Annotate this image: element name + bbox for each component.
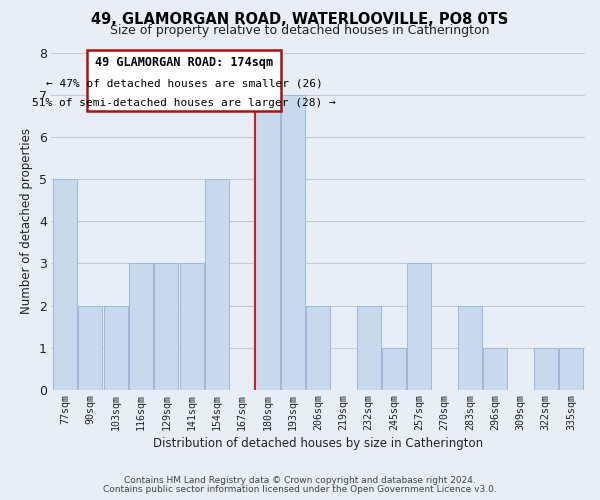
Bar bbox=[104, 306, 128, 390]
Bar bbox=[407, 264, 431, 390]
FancyBboxPatch shape bbox=[86, 50, 281, 110]
Bar bbox=[356, 306, 381, 390]
Text: Contains HM Land Registry data © Crown copyright and database right 2024.: Contains HM Land Registry data © Crown c… bbox=[124, 476, 476, 485]
Text: Size of property relative to detached houses in Catherington: Size of property relative to detached ho… bbox=[110, 24, 490, 37]
Bar bbox=[382, 348, 406, 390]
Text: 51% of semi-detached houses are larger (28) →: 51% of semi-detached houses are larger (… bbox=[32, 98, 336, 108]
Bar bbox=[458, 306, 482, 390]
X-axis label: Distribution of detached houses by size in Catherington: Distribution of detached houses by size … bbox=[153, 437, 483, 450]
Bar bbox=[179, 264, 203, 390]
Bar bbox=[205, 179, 229, 390]
Bar bbox=[534, 348, 558, 390]
Bar bbox=[154, 264, 178, 390]
Bar bbox=[483, 348, 507, 390]
Bar bbox=[256, 94, 280, 390]
Y-axis label: Number of detached properties: Number of detached properties bbox=[20, 128, 34, 314]
Bar bbox=[306, 306, 330, 390]
Bar bbox=[559, 348, 583, 390]
Text: 49 GLAMORGAN ROAD: 174sqm: 49 GLAMORGAN ROAD: 174sqm bbox=[95, 56, 273, 68]
Bar bbox=[79, 306, 103, 390]
Bar bbox=[53, 179, 77, 390]
Bar bbox=[129, 264, 153, 390]
Text: Contains public sector information licensed under the Open Government Licence v3: Contains public sector information licen… bbox=[103, 484, 497, 494]
Text: ← 47% of detached houses are smaller (26): ← 47% of detached houses are smaller (26… bbox=[46, 78, 322, 88]
Bar bbox=[281, 94, 305, 390]
Text: 49, GLAMORGAN ROAD, WATERLOOVILLE, PO8 0TS: 49, GLAMORGAN ROAD, WATERLOOVILLE, PO8 0… bbox=[91, 12, 509, 28]
